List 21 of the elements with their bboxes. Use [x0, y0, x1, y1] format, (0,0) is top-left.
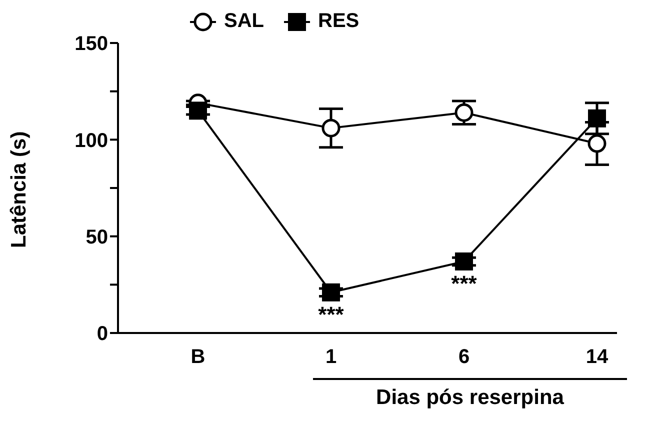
x-tick-label: 14	[586, 346, 609, 368]
legend-label: SAL	[224, 10, 264, 33]
y-tick-label: 0	[96, 323, 108, 346]
point	[322, 118, 340, 138]
point	[455, 252, 473, 270]
x-tick-label: 1	[325, 346, 337, 368]
point	[189, 102, 207, 120]
annotation: ***	[318, 302, 344, 328]
legend-label: RES	[318, 10, 360, 33]
y-tick-label: 150	[74, 33, 108, 56]
point	[454, 103, 474, 122]
x-tick-label: 6	[458, 346, 470, 368]
y-axis-title: Latência (s)	[7, 131, 30, 248]
y-tick-label: 50	[86, 226, 108, 248]
x-tick-label: B	[190, 346, 206, 368]
annotation: ***	[451, 271, 478, 296]
point	[588, 134, 606, 153]
point	[322, 283, 340, 302]
y-tick-label: 100	[74, 130, 108, 152]
x-axis-title: Dias pós reserpina	[375, 386, 565, 410]
point	[588, 109, 606, 128]
